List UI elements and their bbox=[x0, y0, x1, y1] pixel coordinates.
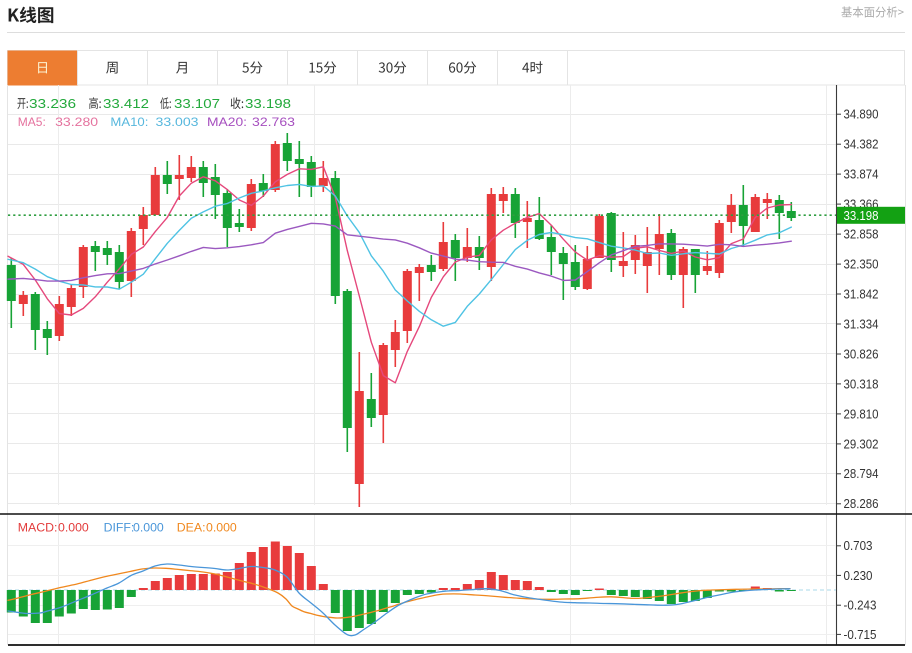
svg-text:33.003: 33.003 bbox=[156, 115, 199, 129]
svg-text:29.810: 29.810 bbox=[844, 407, 879, 421]
svg-text:33.198: 33.198 bbox=[245, 97, 291, 111]
svg-text:MACD:0.000: MACD:0.000 bbox=[18, 521, 89, 535]
svg-text:32.858: 32.858 bbox=[844, 228, 879, 242]
svg-text:33.107: 33.107 bbox=[174, 97, 220, 111]
svg-text:MA10:: MA10: bbox=[110, 115, 148, 129]
svg-text:31.334: 31.334 bbox=[844, 317, 879, 331]
svg-text:31.842: 31.842 bbox=[844, 287, 879, 301]
svg-text:33.874: 33.874 bbox=[844, 168, 879, 182]
svg-text:28.286: 28.286 bbox=[844, 497, 879, 511]
svg-text:32.350: 32.350 bbox=[844, 257, 879, 271]
svg-text:-0.243: -0.243 bbox=[844, 599, 877, 613]
svg-text:29.302: 29.302 bbox=[844, 437, 879, 451]
svg-text:33.236: 33.236 bbox=[29, 97, 76, 111]
svg-text:0.703: 0.703 bbox=[844, 539, 873, 553]
svg-text:28.794: 28.794 bbox=[844, 467, 879, 481]
svg-text:30.318: 30.318 bbox=[844, 377, 879, 391]
svg-text:DEA:0.000: DEA:0.000 bbox=[177, 521, 237, 535]
svg-text:DIFF:0.000: DIFF:0.000 bbox=[104, 521, 164, 535]
svg-text:33.412: 33.412 bbox=[103, 97, 149, 111]
svg-text:0.230: 0.230 bbox=[844, 569, 873, 583]
svg-text:33.280: 33.280 bbox=[55, 115, 98, 129]
svg-text:34.890: 34.890 bbox=[844, 108, 879, 122]
svg-text:33.198: 33.198 bbox=[844, 209, 879, 223]
svg-text:MA20:: MA20: bbox=[207, 115, 247, 129]
svg-text:34.382: 34.382 bbox=[844, 138, 879, 152]
svg-text:MA5:: MA5: bbox=[18, 115, 46, 129]
svg-text:32.763: 32.763 bbox=[252, 115, 295, 129]
svg-text:-0.715: -0.715 bbox=[844, 628, 877, 642]
svg-text:30.826: 30.826 bbox=[844, 347, 879, 361]
